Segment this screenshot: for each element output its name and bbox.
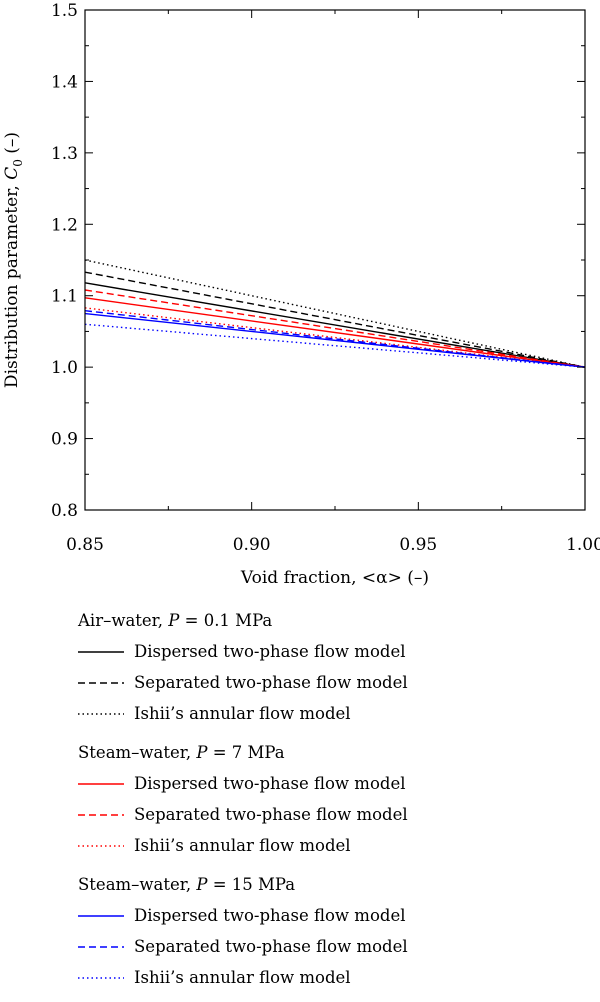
legend-group-title-variable: P [168,611,180,630]
y-tick-label-7: 1.4 [51,72,78,92]
legend-group-title-prefix: Air–water, [78,611,169,630]
y-tick-label-4: 1.1 [51,287,78,307]
y-axis-title-subscript: 0 [11,159,25,167]
series-line-7 [84,312,586,368]
y-axis-title-unit: (–) [2,132,22,159]
legend-group-title-suffix: = 7 MPa [207,743,285,762]
legend-item: Dispersed two-phase flow model [78,768,578,799]
legend-swatch-solid [78,647,124,657]
legend-label: Separated two-phase flow model [134,937,408,956]
legend-label: Separated two-phase flow model [134,805,408,824]
legend-group-title-suffix: = 15 MPa [207,875,296,894]
legend-item: Separated two-phase flow model [78,931,578,962]
legend-swatch-dotted [78,841,124,851]
ticks-layer [84,9,586,511]
x-tick-label-1: 0.85 [66,535,104,555]
legend-item: Ishii’s annular flow model [78,698,578,729]
legend-label: Ishii’s annular flow model [134,836,351,855]
y-tick-label-6: 1.3 [51,144,78,164]
plot-frame [84,9,586,511]
y-tick-label-8: 1.5 [51,1,78,21]
series-line-6 [84,307,586,368]
series-line-3 [84,259,586,368]
legend-group-1: Air–water, P = 0.1 MPa Dispersed two-phas… [78,606,578,729]
legend-group-title: Steam–water, P = 7 MPa [78,738,578,768]
series-line-4 [84,297,586,368]
y-axis-title-main: Distribution parameter, [2,180,22,388]
legend-item: Dispersed two-phase flow model [78,900,578,931]
series-line-2 [84,271,586,368]
y-tick-label-1: 0.8 [51,501,78,521]
chart: 0.85 0.90 0.95 1.00 0.8 0.9 1.0 1.1 1.2 1.3 1.4 1.5… [2,1,600,588]
legend-swatch-dotted [78,709,124,719]
legend-group-title-variable: P [196,875,208,894]
x-tick-label-3: 0.95 [399,535,437,555]
legend-item: Separated two-phase flow model [78,799,578,830]
legend-group-title-prefix: Steam–water, [78,743,197,762]
legend-label: Dispersed two-phase flow model [134,774,406,793]
legend-swatch-solid [78,911,124,921]
legend-label: Dispersed two-phase flow model [134,906,406,925]
y-tick-label-5: 1.2 [51,215,78,235]
legend: Air–water, P = 0.1 MPa Dispersed two-phas… [78,606,578,1002]
legend-group-3: Steam–water, P = 15 MPa Dispersed two-pha… [78,870,578,993]
legend-item: Ishii’s annular flow model [78,830,578,861]
series-line-5 [84,289,586,368]
legend-label: Dispersed two-phase flow model [134,642,406,661]
x-axis-title: Void fraction, <α> (–) [240,568,429,588]
legend-item: Dispersed two-phase flow model [78,636,578,667]
series-line-1 [84,282,586,368]
y-tick-label-3: 1.0 [51,358,78,378]
legend-group-title-prefix: Steam–water, [78,875,197,894]
legend-swatch-solid [78,779,124,789]
y-tick-label-2: 0.9 [51,430,78,450]
legend-swatch-dashed [78,678,124,688]
legend-group-title: Steam–water, P = 15 MPa [78,870,578,900]
y-axis-title-symbol: C [2,167,22,180]
series-line-9 [84,323,586,368]
legend-item: Separated two-phase flow model [78,667,578,698]
series-line-8 [84,310,586,368]
legend-group-title: Air–water, P = 0.1 MPa [78,606,578,636]
legend-swatch-dashed [78,942,124,952]
x-tick-label-2: 0.90 [233,535,271,555]
legend-swatch-dashed [78,810,124,820]
legend-label: Ishii’s annular flow model [134,704,351,723]
legend-swatch-dotted [78,973,124,983]
legend-label: Separated two-phase flow model [134,673,408,692]
legend-group-title-suffix: = 0.1 MPa [179,611,273,630]
legend-group-2: Steam–water, P = 7 MPa Dispersed two-phas… [78,738,578,861]
y-axis-title: Distribution parameter, C0 (–) [2,132,25,388]
legend-group-title-variable: P [196,743,208,762]
legend-item: Ishii’s annular flow model [78,962,578,993]
tick-labels-layer: 0.85 0.90 0.95 1.00 0.8 0.9 1.0 1.1 1.2 1.3 1.4 1.5 [51,1,600,555]
legend-label: Ishii’s annular flow model [134,968,351,987]
x-tick-label-4: 1.00 [566,535,600,555]
series-layer [84,259,586,368]
